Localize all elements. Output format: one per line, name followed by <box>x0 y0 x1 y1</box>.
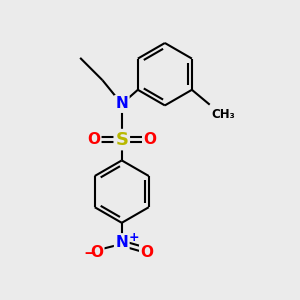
Text: +: + <box>128 231 139 244</box>
Text: −: − <box>84 246 96 261</box>
Text: O: O <box>90 245 103 260</box>
Text: O: O <box>87 132 100 147</box>
Text: S: S <box>115 130 128 148</box>
Text: O: O <box>140 245 154 260</box>
Text: CH₃: CH₃ <box>211 108 235 121</box>
Text: O: O <box>143 132 157 147</box>
Text: N: N <box>116 96 128 111</box>
Text: N: N <box>116 235 128 250</box>
